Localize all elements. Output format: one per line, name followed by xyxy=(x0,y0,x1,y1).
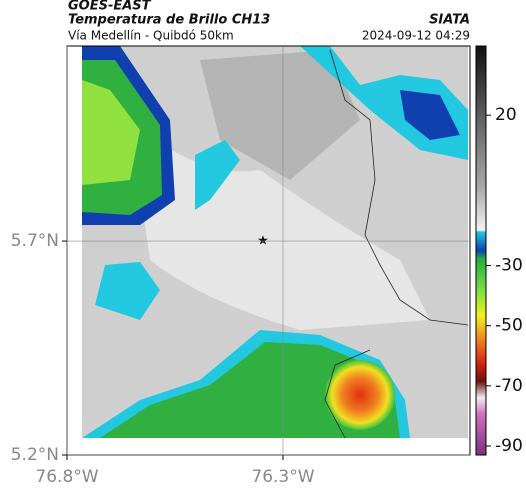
colorbar-tick-label: 20 xyxy=(495,105,517,125)
colorbar-tick-label: -90 xyxy=(495,436,523,456)
x-tick-label: 76.8°W xyxy=(35,467,98,487)
y-tick-label: 5.7°N xyxy=(11,231,59,251)
title: GOES-EAST xyxy=(68,0,152,14)
x-tick-label: 76.3°W xyxy=(251,467,314,487)
route: Vía Medellín - Quibdó 50km xyxy=(68,29,234,43)
subtitle: Temperatura de Brillo CH13 xyxy=(68,13,270,28)
colorbar-tick-label: -70 xyxy=(495,376,523,396)
imagery: ★ xyxy=(82,46,469,439)
colorbar-tick-label: -30 xyxy=(495,256,523,276)
y-tick-label: 5.2°N xyxy=(11,445,59,465)
colorbar-tick-label: -50 xyxy=(495,316,523,336)
datetime: 2024-09-12 04:29 xyxy=(362,29,470,43)
colorbar xyxy=(475,45,487,456)
source: SIATA xyxy=(429,13,470,28)
